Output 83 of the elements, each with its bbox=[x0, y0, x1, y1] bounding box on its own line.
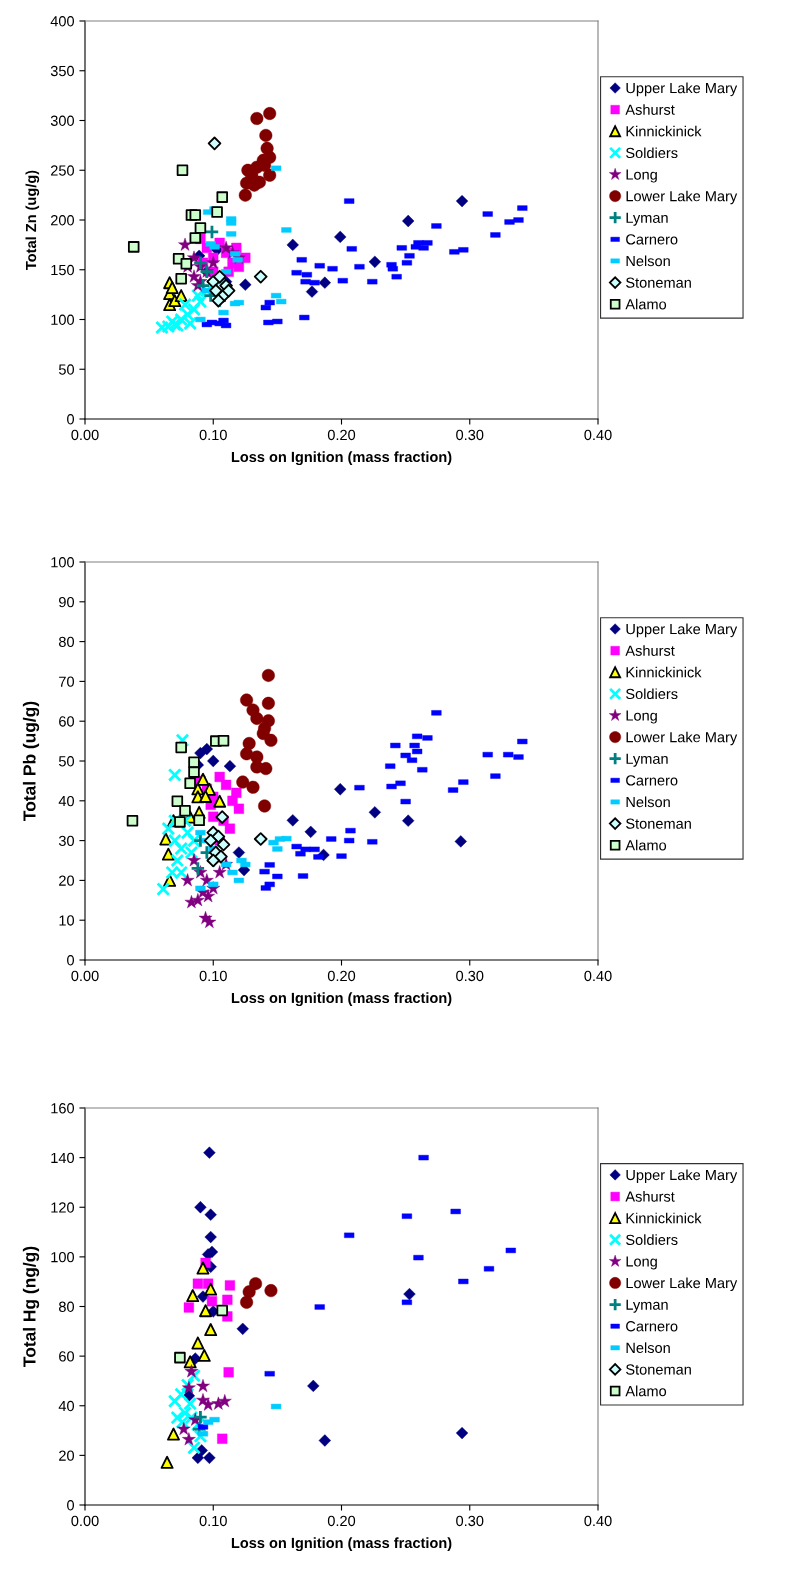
legend-label: Long bbox=[626, 1256, 657, 1270]
legend-label: Kinnickinick bbox=[626, 1212, 702, 1224]
y-tick-label: 100 bbox=[51, 557, 75, 568]
legend-label: Upper Lake Mary bbox=[626, 82, 738, 97]
x-tick-label: 0.00 bbox=[71, 970, 99, 982]
y-tick-label: 0 bbox=[67, 414, 75, 425]
x-axis-title: Loss on Ignition (mass fraction) bbox=[231, 992, 452, 1006]
legend-label: Lyman bbox=[626, 753, 668, 767]
legend-label: Ashurst bbox=[625, 645, 675, 656]
legend-label: Soldiers bbox=[626, 688, 678, 700]
legend-label: Nelson bbox=[626, 796, 670, 808]
y-tick-label: 100 bbox=[51, 314, 75, 325]
x-tick-label: 0.20 bbox=[327, 1515, 356, 1527]
y-tick-label: 250 bbox=[50, 165, 75, 176]
x-axis-title: Loss on Ignition (mass fraction) bbox=[231, 1537, 452, 1551]
y-tick-label: 60 bbox=[59, 716, 75, 727]
y-tick-label: 60 bbox=[59, 1351, 75, 1362]
y-tick-label: 80 bbox=[59, 1301, 75, 1312]
legend-label: Long bbox=[626, 710, 657, 724]
y-tick-label: 100 bbox=[51, 1251, 75, 1263]
y-tick-label: 70 bbox=[59, 676, 75, 687]
x-tick-label: 0.30 bbox=[456, 970, 484, 982]
legend-label: Alamo bbox=[625, 298, 667, 310]
y-tick-label: 40 bbox=[58, 795, 75, 807]
y-tick-label: 0 bbox=[67, 1500, 75, 1511]
legend-label: Ashurst bbox=[625, 1191, 675, 1202]
legend-label: Kinnickinick bbox=[626, 666, 702, 678]
x-tick-label: 0.00 bbox=[71, 429, 99, 441]
legend-label: Alamo bbox=[625, 1385, 667, 1397]
y-tick-label: 20 bbox=[59, 1450, 75, 1461]
y-tick-label: 400 bbox=[50, 16, 75, 27]
y-tick-label: 50 bbox=[58, 364, 75, 375]
legend-label: Nelson bbox=[626, 1342, 670, 1354]
legend-label: Stoneman bbox=[626, 818, 691, 829]
x-tick-label: 0.40 bbox=[584, 1515, 612, 1527]
y-tick-label: 150 bbox=[51, 264, 75, 276]
legend-label: Soldiers bbox=[626, 1234, 678, 1245]
legend-label: Lyman bbox=[626, 212, 668, 226]
y-tick-label: 30 bbox=[58, 835, 75, 847]
legend-label: Upper Lake Mary bbox=[626, 1169, 738, 1184]
x-tick-label: 0.40 bbox=[584, 970, 612, 982]
y-tick-label: 350 bbox=[50, 65, 75, 77]
legend-label: Lower Lake Mary bbox=[626, 190, 738, 205]
x-tick-label: 0.20 bbox=[327, 970, 356, 982]
legend-label: Lyman bbox=[626, 1299, 668, 1313]
legend-label: Kinnickinick bbox=[626, 125, 702, 137]
legend-label: Lower Lake Mary bbox=[626, 731, 738, 746]
legend-label: Ashurst bbox=[625, 104, 675, 115]
x-tick-label: 0.40 bbox=[584, 429, 612, 441]
x-tick-label: 0.30 bbox=[456, 429, 484, 441]
y-axis-title: Total Zn (ug/g) bbox=[25, 170, 40, 270]
x-tick-label: 0.10 bbox=[199, 429, 227, 441]
y-tick-label: 0 bbox=[67, 955, 75, 966]
x-tick-label: 0.00 bbox=[71, 1515, 99, 1527]
y-tick-label: 140 bbox=[51, 1152, 75, 1164]
y-tick-label: 120 bbox=[51, 1202, 75, 1213]
y-tick-label: 20 bbox=[59, 875, 75, 886]
y-tick-label: 90 bbox=[59, 596, 75, 608]
legend-label: Lower Lake Mary bbox=[626, 1277, 738, 1292]
y-tick-label: 10 bbox=[59, 915, 75, 926]
legend-label: Soldiers bbox=[626, 147, 678, 159]
legend-label: Carnero bbox=[626, 1321, 678, 1332]
legend-label: Stoneman bbox=[626, 1364, 691, 1375]
x-axis-title: Loss on Ignition (mass fraction) bbox=[231, 451, 452, 465]
y-axis-title: Total Pb (ug/g) bbox=[22, 701, 40, 821]
x-tick-label: 0.10 bbox=[199, 1515, 227, 1527]
x-tick-label: 0.30 bbox=[456, 1515, 484, 1527]
legend-label: Carnero bbox=[626, 775, 678, 786]
y-tick-label: 40 bbox=[58, 1400, 75, 1412]
y-tick-label: 80 bbox=[59, 636, 75, 648]
x-tick-label: 0.20 bbox=[327, 429, 356, 441]
legend-label: Stoneman bbox=[626, 277, 691, 288]
y-tick-label: 50 bbox=[58, 756, 75, 767]
legend-label: Nelson bbox=[626, 255, 670, 267]
x-tick-label: 0.10 bbox=[199, 970, 227, 982]
legend-label: Long bbox=[626, 169, 657, 183]
y-axis-title: Total Hg (ng/g) bbox=[22, 1246, 40, 1367]
legend-label: Carnero bbox=[626, 234, 678, 245]
y-tick-label: 300 bbox=[50, 115, 75, 126]
y-tick-label: 160 bbox=[51, 1103, 75, 1114]
y-tick-label: 200 bbox=[50, 215, 75, 226]
legend-label: Alamo bbox=[625, 839, 667, 851]
legend-label: Upper Lake Mary bbox=[626, 623, 738, 638]
